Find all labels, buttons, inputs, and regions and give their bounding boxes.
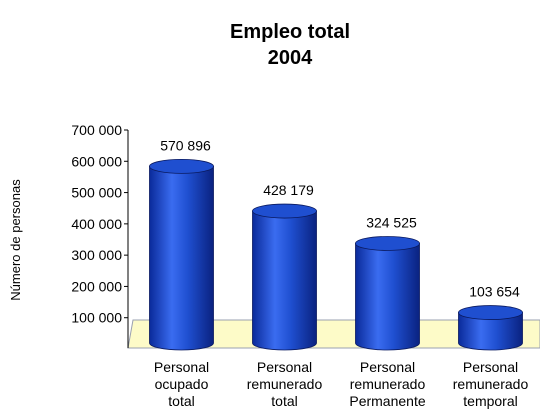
x-tick-label: Personal remunerado Permanente (349, 359, 425, 409)
y-tick-label: 300 000 (71, 247, 122, 263)
x-tick-label: Personal remunerado total (247, 359, 323, 409)
value-label: 570 896 (160, 137, 211, 153)
value-label: 324 525 (366, 214, 417, 230)
y-tick-label: 700 000 (71, 122, 122, 138)
bar (252, 203, 317, 351)
y-tick-label: 400 000 (71, 216, 122, 232)
y-tick-label: 100 000 (71, 310, 122, 326)
y-tick-label: 500 000 (71, 185, 122, 201)
y-axis-label: Número de personas (8, 179, 23, 301)
chart-subtitle: 2004 (268, 47, 313, 69)
y-tick-label: 200 000 (71, 278, 122, 294)
x-tick-label: Personal ocupado total (154, 359, 209, 409)
bar (355, 236, 420, 351)
bar (458, 305, 523, 351)
bar (149, 158, 214, 351)
value-label: 428 179 (263, 182, 314, 198)
x-tick-label: Personal remunerado temporal (453, 359, 529, 409)
y-tick-label: 600 000 (71, 153, 122, 169)
chart-title: Empleo total (230, 21, 350, 43)
value-label: 103 654 (469, 284, 520, 300)
